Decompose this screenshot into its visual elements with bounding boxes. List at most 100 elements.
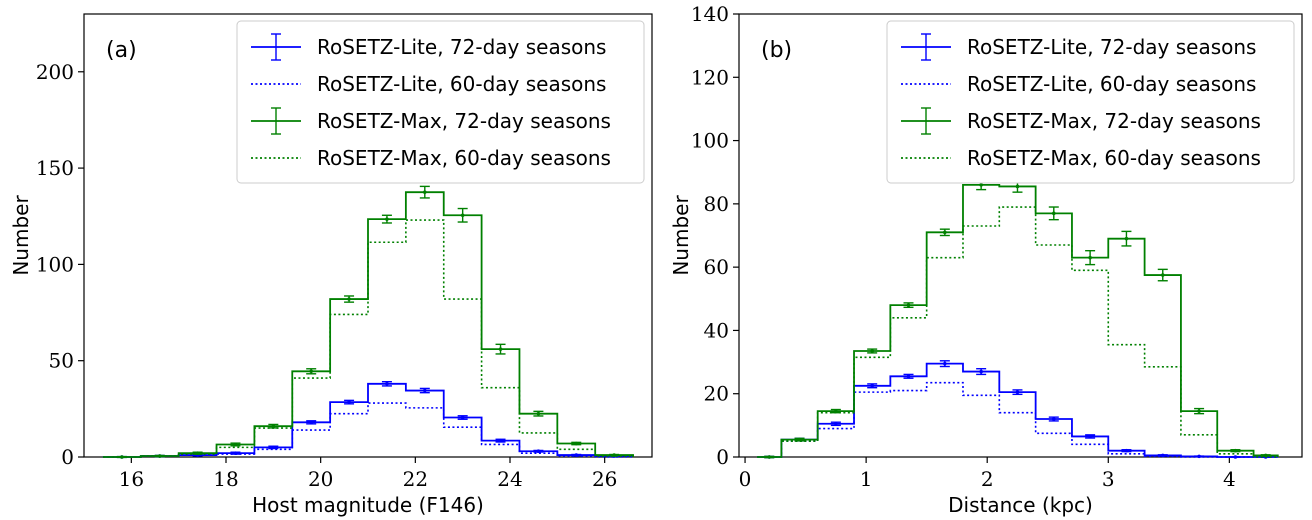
- panel-b-x-tick-label: 3: [1102, 467, 1115, 491]
- errorbar-point: [233, 442, 238, 447]
- panel-a-series-2-errorbar: [457, 207, 468, 223]
- errorbar-point: [1015, 184, 1020, 189]
- panel-b-series-0-errorbar: [1085, 434, 1096, 439]
- panel-a-series-2-errorbar: [533, 410, 544, 417]
- legend-label: RoSETZ-Max, 60-day seasons: [317, 146, 611, 170]
- errorbar-point: [1015, 390, 1020, 394]
- errorbar-point: [195, 451, 200, 455]
- errorbar-point: [1160, 273, 1165, 277]
- errorbar-point: [574, 441, 579, 446]
- panel-a-y-tick-label: 50: [49, 349, 74, 373]
- errorbar-point: [309, 369, 314, 374]
- panel-a-x-tick-label: 22: [403, 467, 428, 491]
- panel-b-series-2-errorbar: [939, 228, 950, 237]
- panel-a-series-3-step-line: [102, 219, 634, 458]
- panel-a-legend-item: RoSETZ-Max, 72-day seasons: [251, 107, 611, 135]
- panel-b-series-2-errorbar: [1048, 206, 1059, 221]
- errorbar-point: [498, 347, 503, 351]
- panel-b-series-2-errorbar: [764, 455, 775, 459]
- panel-a-series-0-errorbar: [457, 415, 468, 420]
- panel-a-series-2-errorbar: [419, 185, 430, 199]
- panel-a-series-0-step-line: [102, 382, 634, 458]
- panel-a-series-1-step-line: [102, 402, 634, 458]
- panel-a-series-2-errorbar: [571, 441, 582, 446]
- errorbar-point: [1051, 211, 1056, 216]
- panel-b-axes-frame: [738, 13, 1303, 458]
- panel-a-y-tick-label: 0: [61, 445, 74, 469]
- errorbar-point: [870, 349, 874, 353]
- errorbar-point: [870, 384, 874, 388]
- panel-a-legend-item: RoSETZ-Max, 60-day seasons: [251, 146, 611, 170]
- errorbar-point: [1124, 448, 1129, 453]
- panel-b-x-tick-label: 2: [981, 467, 994, 491]
- legend-label: RoSETZ-Lite, 60-day seasons: [317, 72, 606, 96]
- panel-b-series-2-errorbar: [1230, 448, 1241, 453]
- errorbar-point: [1088, 434, 1092, 439]
- panel-b-y-tick-label: 120: [691, 65, 729, 89]
- panel-b-legend-item: RoSETZ-Lite, 72-day seasons: [901, 33, 1256, 61]
- panel-a-series-2-errorbar: [495, 343, 506, 355]
- legend-label: RoSETZ-Max, 60-day seasons: [967, 146, 1261, 170]
- errorbar-point: [536, 411, 541, 416]
- panel-a-series-2-errorbar: [306, 368, 317, 375]
- errorbar-point: [385, 217, 389, 221]
- panel-b-y-tick-label: 40: [704, 318, 729, 342]
- panel-b-series-2-errorbar: [1085, 249, 1096, 266]
- panel-b-series-0-errorbar: [1012, 389, 1023, 396]
- panel-b-y-axis-label: Number: [669, 195, 693, 276]
- errorbar-point: [1088, 255, 1092, 260]
- errorbar-point: [271, 424, 276, 428]
- panel-b-x-tick-label: 4: [1223, 467, 1236, 491]
- panel-b-x-tick-label: 1: [860, 467, 873, 491]
- panel-b-y-tick-label: 0: [716, 445, 729, 469]
- legend-label: RoSETZ-Max, 72-day seasons: [317, 109, 611, 133]
- panel-b-series-0-errorbar: [1048, 416, 1059, 422]
- errorbar-point: [834, 421, 838, 426]
- panel-b-legend-box: [886, 20, 1295, 184]
- panel-a-series-0-errorbar: [419, 387, 430, 394]
- panel-b-series-0-errorbar: [1121, 448, 1132, 453]
- panel-a-series-0-errorbar: [533, 449, 544, 454]
- panel-a-series-2-errorbar: [381, 214, 392, 224]
- panel-a-series-2-step-line: [102, 191, 634, 458]
- panel-a-y-tick-label: 100: [36, 252, 74, 276]
- errorbar-point: [385, 382, 389, 386]
- panel-b-legend-item: RoSETZ-Lite, 60-day seasons: [901, 72, 1256, 96]
- panel-a-series-0-errorbar: [306, 420, 317, 425]
- panel-b-series-3-step-line: [757, 206, 1278, 458]
- errorbar-point: [271, 445, 276, 450]
- errorbar-point: [423, 388, 427, 393]
- panel-b-series-1-step-line: [757, 381, 1278, 458]
- panel-a-panel-label: (a): [106, 38, 137, 63]
- legend-label: RoSETZ-Max, 72-day seasons: [967, 109, 1261, 133]
- panel-a-x-tick-label: 18: [213, 467, 238, 491]
- panel-b-series-2-errorbar: [1194, 407, 1205, 415]
- panel-b-y-tick-label: 80: [704, 192, 729, 216]
- panel-b-legend: RoSETZ-Lite, 72-day seasons RoSETZ-Lite, …: [886, 20, 1295, 184]
- panel-b-legend-item: RoSETZ-Max, 72-day seasons: [901, 107, 1261, 135]
- panel-a-x-tick-label: 16: [119, 467, 144, 491]
- panel-a-y-tick-label: 200: [36, 60, 74, 84]
- legend-label: RoSETZ-Lite, 72-day seasons: [967, 35, 1256, 59]
- errorbar-point: [906, 303, 911, 307]
- panel-a-series-2-errorbar: [344, 295, 355, 303]
- panel-a-series-2-errorbar: [230, 442, 241, 447]
- errorbar-point: [979, 369, 983, 374]
- panel-b-series-0-errorbar: [976, 368, 987, 376]
- errorbar-point: [309, 420, 314, 425]
- panel-b-series-2-errorbar: [903, 302, 914, 309]
- legend-label: RoSETZ-Lite, 72-day seasons: [317, 35, 606, 59]
- panel-b-series-2-step-line: [757, 183, 1279, 458]
- panel-a-x-tick-label: 20: [308, 467, 333, 491]
- panel-a-x-tick-label: 24: [497, 467, 522, 491]
- panel-b-y-tick-label: 60: [704, 255, 729, 279]
- panel-b-series-2-errorbar: [1157, 268, 1168, 282]
- panel-b-y-tick-label: 140: [691, 2, 729, 26]
- panel-a-legend-item: RoSETZ-Lite, 72-day seasons: [251, 33, 606, 61]
- errorbar-point: [536, 449, 541, 454]
- panel-b-y-tick-label: 100: [691, 129, 729, 153]
- errorbar-point: [460, 415, 465, 420]
- errorbar-point: [979, 183, 983, 187]
